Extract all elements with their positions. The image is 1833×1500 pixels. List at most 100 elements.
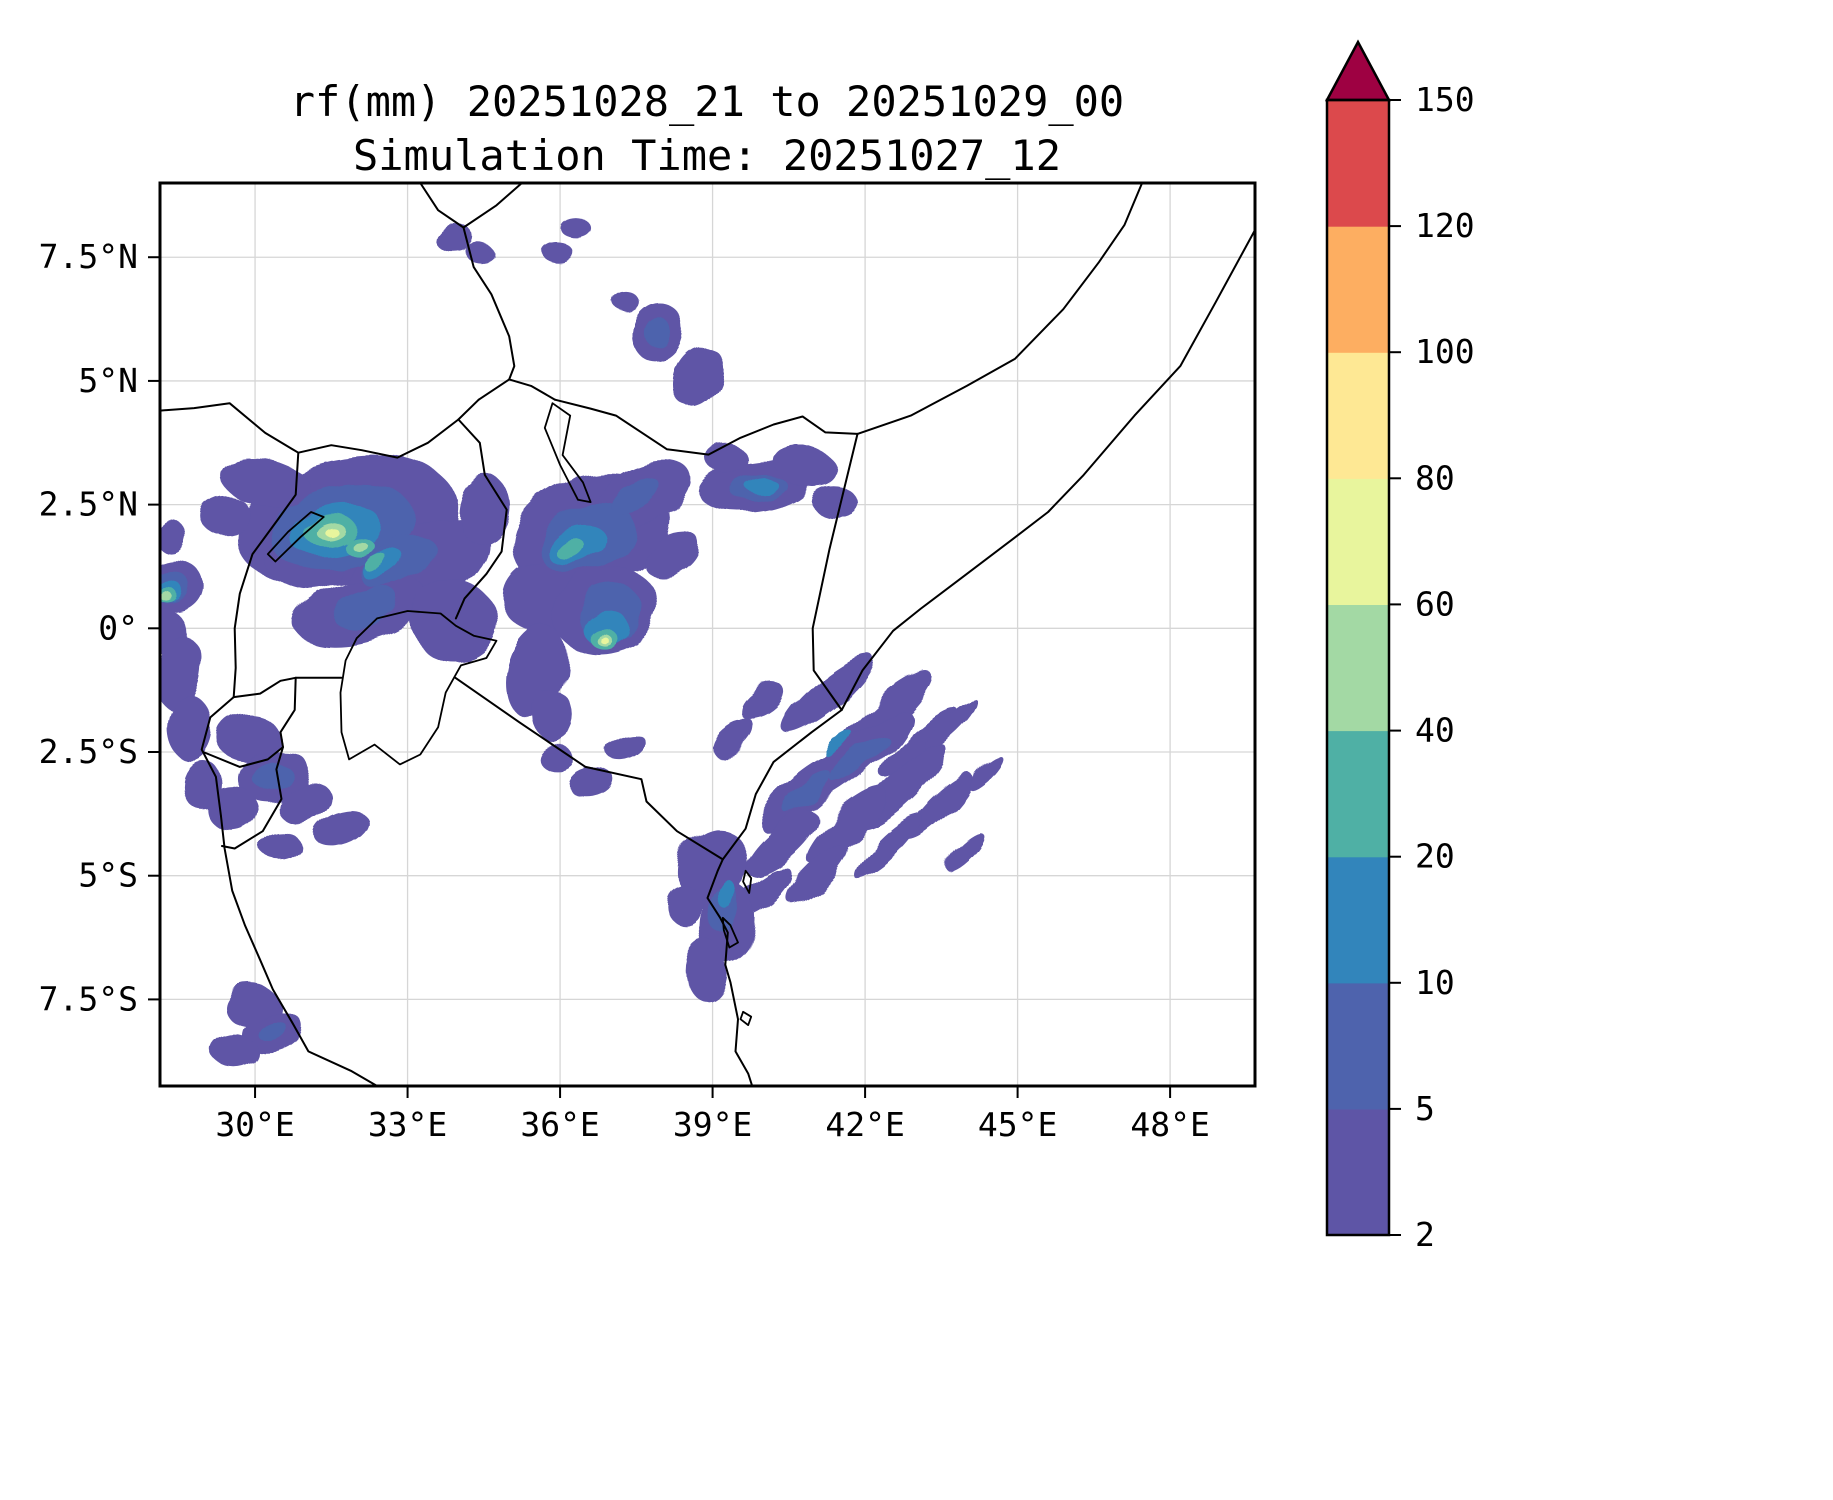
precip-blob — [162, 594, 175, 604]
precip-blob — [435, 226, 477, 254]
colorbar-tick-label: 100 — [1415, 332, 1475, 371]
plot-frame — [158, 181, 1257, 1088]
precip-blob — [666, 885, 703, 926]
precip-blob — [251, 760, 290, 788]
colorbar-outline — [1325, 98, 1391, 1237]
lake-outline — [739, 1010, 753, 1026]
precip-blob — [740, 684, 787, 721]
country-border — [232, 451, 300, 699]
precip-blob — [534, 692, 576, 743]
precip-blob — [160, 517, 184, 552]
lake-outline — [543, 402, 592, 503]
precipitation-layer — [160, 217, 1002, 1068]
colorbar-tick-label: 40 — [1415, 711, 1455, 750]
precip-blob — [567, 766, 614, 797]
precip-blob — [610, 479, 663, 516]
x-tick-label: 36°E — [520, 1105, 599, 1144]
colorbar-segment — [1327, 604, 1389, 732]
precip-blob — [718, 880, 738, 911]
precip-blob — [199, 494, 251, 535]
colorbar-segment — [1327, 730, 1389, 858]
colorbar: 2 5 10 20 40 60 80 100 120 150 — [1324, 39, 1475, 1254]
precip-blob — [806, 788, 889, 864]
colorbar-tick-label: 2 — [1415, 1215, 1435, 1254]
colorbar-over-arrow — [1324, 39, 1392, 102]
country-border — [554, 398, 859, 456]
precip-blob — [643, 316, 670, 347]
precip-blob — [672, 345, 723, 407]
precip-blob — [684, 940, 726, 1000]
precip-blob — [744, 811, 818, 876]
country-border — [202, 746, 284, 768]
precip-blob — [255, 1018, 286, 1040]
colorbar-segment — [1327, 856, 1389, 984]
precip-blob — [825, 731, 854, 758]
y-tick-label: 2.5°N — [39, 485, 138, 524]
x-tick-label: 33°E — [368, 1105, 447, 1144]
precip-blob — [362, 552, 387, 571]
precip-blob — [924, 699, 979, 751]
country-border — [160, 398, 480, 459]
axis-ticks-layer: 30°E 33°E 36°E 39°E 42°E 45°E 48°E 7.5°N 5°N 2.5°… — [39, 237, 1210, 1144]
precip-blob — [784, 773, 834, 816]
lake-outline — [742, 869, 753, 894]
y-tick-label: 5°N — [78, 361, 138, 400]
country-border — [419, 183, 516, 381]
colorbar-segment — [1327, 1108, 1389, 1236]
precip-blob — [905, 772, 973, 840]
precip-blob — [216, 712, 278, 762]
colorbar-segment — [1327, 100, 1389, 227]
precip-blob — [967, 754, 1002, 789]
country-border — [200, 696, 235, 818]
colorbar-segment — [1327, 352, 1389, 479]
country-border — [477, 378, 556, 401]
lake-outline — [721, 916, 739, 949]
precip-blob — [555, 538, 585, 560]
country-border — [462, 183, 523, 229]
country-border — [221, 676, 297, 850]
colorbar-tick-label: 10 — [1415, 963, 1455, 1002]
country-border — [232, 676, 343, 699]
colorbar-tick-label: 5 — [1415, 1089, 1435, 1128]
country-border — [454, 676, 724, 861]
precip-blob — [160, 636, 203, 710]
precip-blob — [832, 734, 888, 785]
figure-subtitle: Simulation Time: 20251027_12 — [353, 131, 1061, 180]
precip-blob — [166, 695, 212, 760]
precip-blob — [606, 733, 646, 761]
colorbar-tick-label: 150 — [1415, 80, 1475, 119]
lake-outline — [266, 511, 325, 563]
precip-blob — [260, 831, 301, 861]
colorbar-tick-label: 20 — [1415, 837, 1455, 876]
country-border — [811, 432, 859, 711]
precip-blob — [542, 242, 573, 263]
x-tick-label: 39°E — [673, 1105, 752, 1144]
colorbar-segment — [1327, 982, 1389, 1110]
country-border — [220, 815, 379, 1086]
precip-blob — [786, 843, 848, 903]
y-tick-label: 2.5°S — [39, 732, 138, 771]
colorbar-tick-label: 60 — [1415, 584, 1455, 623]
colorbar-tick-label: 80 — [1415, 458, 1455, 497]
precip-blob — [206, 786, 258, 832]
precip-blob — [710, 718, 756, 757]
x-tick-label: 45°E — [978, 1105, 1057, 1144]
precipitation-clip — [160, 217, 1002, 1068]
colorbar-segment — [1327, 478, 1389, 605]
x-tick-label: 48°E — [1130, 1105, 1209, 1144]
x-tick-label: 30°E — [215, 1105, 294, 1144]
precip-blob — [598, 636, 608, 643]
y-tick-label: 7.5°S — [39, 979, 138, 1018]
y-tick-label: 7.5°N — [39, 237, 138, 276]
lake-outline — [339, 610, 498, 766]
colorbar-segment — [1327, 226, 1389, 353]
precip-blob — [322, 525, 336, 534]
precip-blob — [613, 291, 639, 312]
precip-blob — [348, 538, 365, 549]
country-border — [454, 418, 508, 620]
colorbar-tick-label: 120 — [1415, 206, 1475, 245]
precip-blob — [745, 477, 777, 493]
country-border — [706, 229, 1255, 1086]
